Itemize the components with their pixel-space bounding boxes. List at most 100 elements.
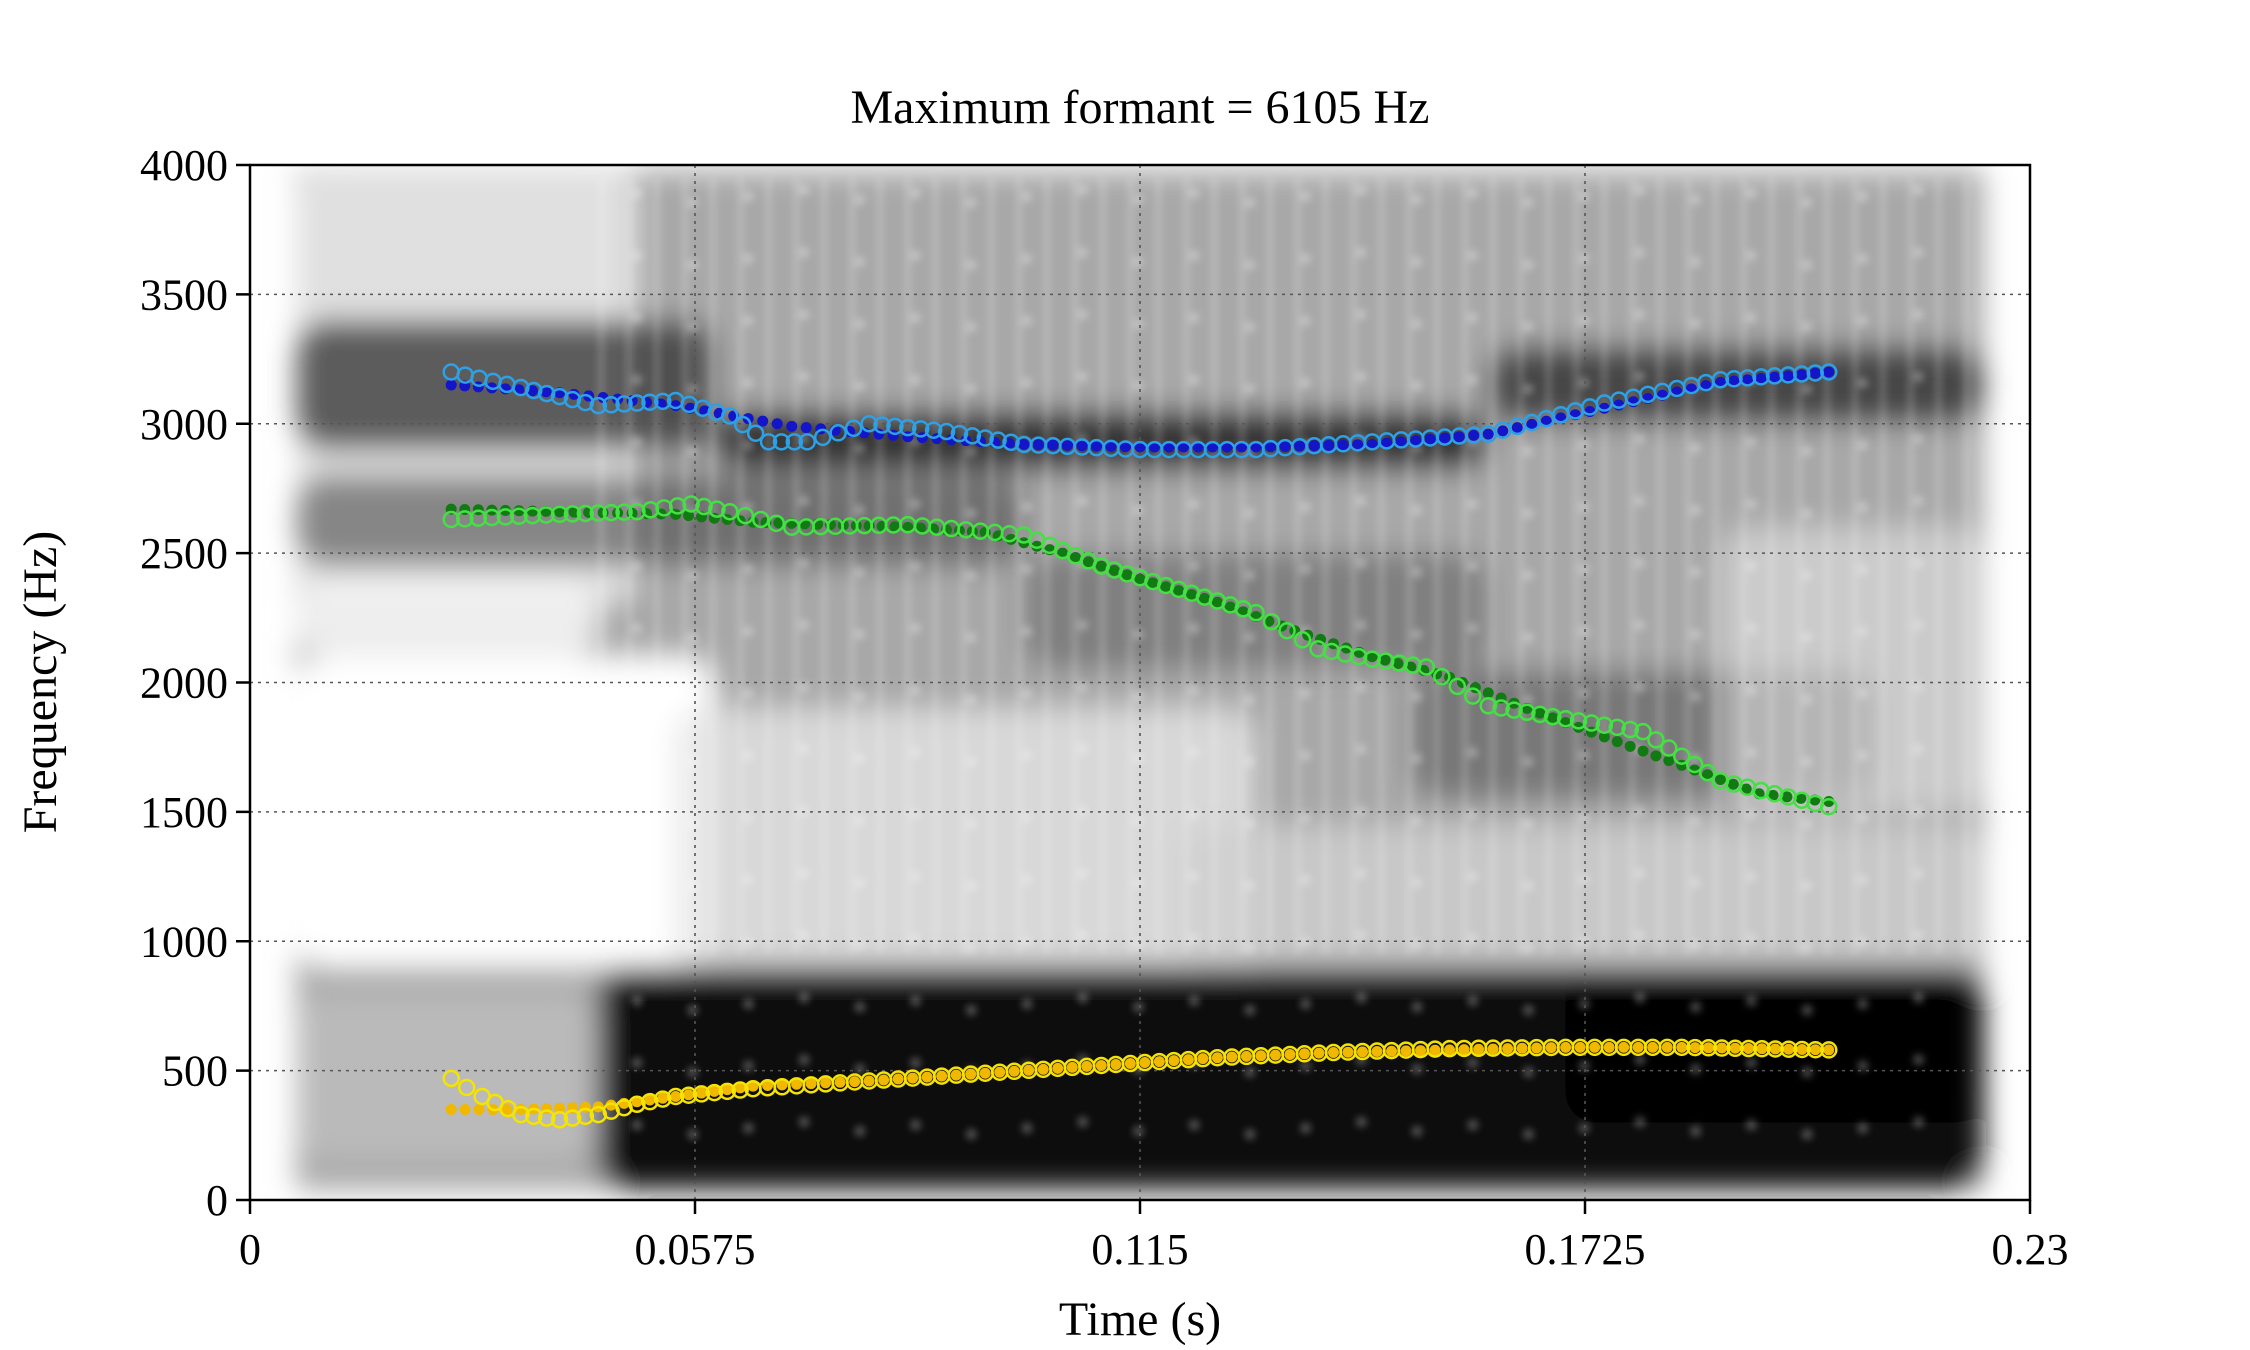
formant-point xyxy=(1702,1042,1714,1054)
formant-point xyxy=(767,514,786,533)
formant-point xyxy=(849,1076,861,1088)
formant-point xyxy=(654,1090,672,1108)
formant-point xyxy=(734,1082,746,1094)
formant-point xyxy=(805,1078,817,1090)
x-tick-label: 0.115 xyxy=(1091,1225,1188,1274)
formant-series-6 xyxy=(442,1038,1838,1129)
formant-point xyxy=(1211,1052,1223,1064)
formant-point xyxy=(747,1080,759,1092)
formant-point xyxy=(746,424,765,442)
formant-point xyxy=(813,428,832,447)
formant-point xyxy=(1424,433,1436,445)
formant-point xyxy=(1057,547,1069,559)
formant-point xyxy=(1464,687,1482,705)
formant-point xyxy=(785,433,804,451)
formant-point xyxy=(1766,1040,1785,1058)
formant-point xyxy=(682,495,700,513)
formant-point xyxy=(759,433,778,451)
formant-point xyxy=(1526,418,1538,430)
formant-point xyxy=(1149,441,1161,453)
formant-point xyxy=(563,505,582,523)
formant-point xyxy=(615,395,633,413)
formant-point xyxy=(554,506,566,518)
formant-point xyxy=(1618,1041,1630,1053)
formant-point xyxy=(1660,739,1678,757)
formant-point xyxy=(1265,441,1277,453)
formant-point xyxy=(1479,697,1498,715)
formant-point xyxy=(1782,370,1794,382)
formant-point xyxy=(1284,1048,1296,1060)
formant-point xyxy=(1765,367,1784,385)
formant-point xyxy=(721,1084,733,1096)
formant-point xyxy=(902,521,914,533)
formant-point xyxy=(537,1109,556,1127)
formant-point xyxy=(1779,366,1797,384)
formant-point xyxy=(1392,658,1404,670)
formant-point xyxy=(1371,1046,1383,1058)
formant-point xyxy=(1809,367,1821,379)
formant-point xyxy=(863,1075,875,1087)
formant-series-4 xyxy=(442,495,1838,816)
formant-point xyxy=(442,1069,460,1088)
formant-point xyxy=(1634,722,1652,741)
formant-point xyxy=(1386,1045,1398,1057)
formant-point xyxy=(1574,1041,1586,1053)
formant-point xyxy=(679,1086,698,1104)
formant-point xyxy=(1743,1043,1755,1055)
formant-point xyxy=(800,422,812,434)
x-tick-label: 0.1725 xyxy=(1525,1225,1646,1274)
formant-point xyxy=(718,1082,736,1101)
formant-point xyxy=(752,510,770,529)
formant-point xyxy=(708,500,726,518)
formant-point xyxy=(1511,422,1523,434)
formant-point xyxy=(563,390,582,409)
formant-point xyxy=(510,507,528,526)
formant-point xyxy=(1796,1043,1808,1055)
y-tick-label: 3000 xyxy=(140,400,228,449)
formant-point xyxy=(1806,1040,1825,1059)
formant-point xyxy=(1726,1039,1744,1058)
formant-point xyxy=(950,1069,962,1081)
formant-point xyxy=(1429,1044,1441,1056)
formant-point xyxy=(1340,642,1352,654)
formant-point xyxy=(1823,366,1835,378)
formant-point xyxy=(1663,755,1675,767)
formant-point xyxy=(1032,439,1044,451)
formant-point xyxy=(1224,601,1236,613)
formant-point xyxy=(1236,441,1248,453)
formant-point xyxy=(1082,556,1094,568)
formant-point xyxy=(641,1092,659,1111)
formant-point xyxy=(1569,712,1588,730)
formant-point xyxy=(1226,1051,1238,1063)
formant-point xyxy=(1502,1043,1514,1055)
formant-point xyxy=(501,1103,513,1115)
formant-point xyxy=(666,1087,685,1106)
formant-point xyxy=(525,1107,543,1126)
formant-point xyxy=(1598,731,1610,743)
formant-point xyxy=(1147,577,1159,589)
formant-point xyxy=(554,1102,566,1114)
formant-point xyxy=(1589,1041,1601,1053)
formant-point xyxy=(1163,441,1175,453)
formant-point xyxy=(1052,1062,1064,1074)
formant-point xyxy=(537,384,556,403)
formant-point xyxy=(921,1071,933,1083)
formant-point xyxy=(994,1066,1006,1078)
formant-point xyxy=(1753,1039,1771,1058)
formant-point xyxy=(1540,415,1552,427)
formant-point xyxy=(1047,439,1059,451)
formant-point xyxy=(1255,1050,1267,1062)
formant-point xyxy=(1417,658,1436,676)
formant-point xyxy=(1487,1043,1499,1055)
formant-tracks xyxy=(442,363,1838,1129)
y-tick-label: 4000 xyxy=(140,141,228,190)
formant-point xyxy=(456,510,474,528)
formant-point xyxy=(1534,707,1546,719)
formant-point xyxy=(1742,374,1754,386)
formant-point xyxy=(1740,783,1752,795)
formant-point xyxy=(1779,1040,1798,1058)
formant-point xyxy=(798,433,816,451)
formant-point xyxy=(657,1092,669,1104)
formant-point xyxy=(1473,1043,1485,1055)
formant-point xyxy=(1650,750,1662,762)
